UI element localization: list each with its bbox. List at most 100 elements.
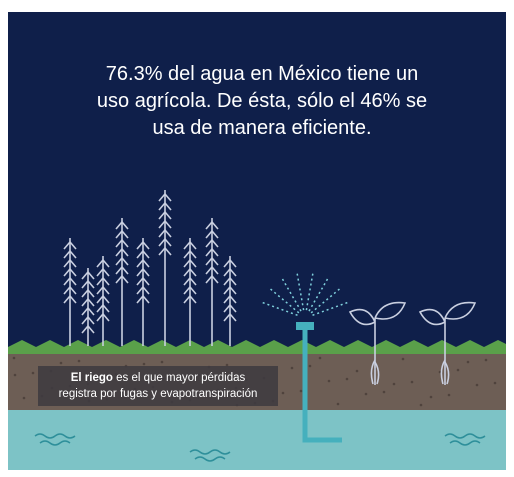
dot <box>419 403 423 407</box>
grain <box>158 246 172 256</box>
grain <box>183 285 197 295</box>
spray-line <box>267 286 300 314</box>
spray-line <box>310 286 343 314</box>
grain <box>223 276 237 286</box>
grain <box>96 285 110 295</box>
grain <box>115 274 129 284</box>
grain <box>115 247 129 257</box>
spray-line <box>259 300 298 316</box>
dot <box>225 363 229 367</box>
grain <box>136 249 150 259</box>
grain <box>205 265 219 275</box>
spray-line <box>305 270 315 311</box>
grain <box>205 247 219 257</box>
grain <box>158 210 172 220</box>
headline-line: usa de manera eficiente. <box>152 117 371 139</box>
dot <box>12 356 16 360</box>
grain <box>205 220 219 230</box>
sky <box>8 12 506 347</box>
dot <box>345 377 349 381</box>
caption-line-2: registra por fugas y evapotranspiración <box>59 388 258 400</box>
caption-box <box>38 366 278 406</box>
dot <box>364 392 368 396</box>
spray <box>259 270 351 316</box>
grain <box>136 285 150 295</box>
dot <box>382 390 386 394</box>
grain <box>183 294 197 304</box>
grain <box>205 256 219 266</box>
grain <box>115 220 129 230</box>
grain <box>81 324 95 334</box>
grain <box>115 256 129 266</box>
grain <box>158 237 172 247</box>
dot <box>355 369 359 373</box>
spray-line <box>308 276 330 312</box>
grain <box>96 303 110 313</box>
leaf <box>418 308 446 326</box>
dot <box>327 379 331 383</box>
grain <box>63 258 77 268</box>
dot <box>290 366 294 370</box>
grain <box>223 294 237 304</box>
grain <box>183 267 197 277</box>
grain <box>63 249 77 259</box>
grain <box>223 303 237 313</box>
grain <box>115 238 129 248</box>
grain <box>183 276 197 286</box>
water <box>8 410 506 470</box>
grain <box>183 240 197 250</box>
grain <box>63 267 77 277</box>
dot <box>299 389 303 393</box>
grain <box>205 274 219 284</box>
leaf <box>444 301 477 320</box>
grain <box>223 258 237 268</box>
plants <box>348 301 477 385</box>
grain <box>96 267 110 277</box>
caption-line-1: El riego es el que mayor pérdidas <box>71 372 246 384</box>
caption-bold: El riego <box>71 372 113 384</box>
dot <box>22 396 26 400</box>
grain <box>136 258 150 268</box>
grain <box>136 294 150 304</box>
root <box>370 359 380 385</box>
dot <box>493 381 497 385</box>
dot <box>475 383 479 387</box>
spray-line <box>280 276 302 312</box>
dot <box>77 359 81 363</box>
grain <box>158 219 172 229</box>
grain <box>81 315 95 325</box>
grain <box>183 249 197 259</box>
dot <box>484 358 488 362</box>
grain <box>205 229 219 239</box>
grain <box>81 279 95 289</box>
dot <box>31 371 35 375</box>
dot <box>160 360 164 364</box>
grain <box>136 240 150 250</box>
grain <box>96 312 110 322</box>
dot <box>410 380 414 384</box>
dot <box>392 382 396 386</box>
grain <box>115 229 129 239</box>
headline-line: 76.3% del agua en México tiene un <box>106 63 418 85</box>
dot <box>447 393 451 397</box>
grain <box>115 265 129 275</box>
grain <box>63 276 77 286</box>
headline-line: uso agrícola. De ésta, sólo el 46% se <box>97 90 427 112</box>
dot <box>281 391 285 395</box>
grain <box>183 258 197 268</box>
grain <box>223 312 237 322</box>
grain <box>205 238 219 248</box>
grain <box>63 294 77 304</box>
wheat <box>63 190 237 346</box>
grain <box>63 285 77 295</box>
grain <box>223 285 237 295</box>
grain <box>81 270 95 280</box>
dot <box>336 402 340 406</box>
grain <box>223 267 237 277</box>
grain <box>81 297 95 307</box>
spray-line <box>295 270 305 311</box>
grain <box>96 276 110 286</box>
sprinkler <box>296 322 342 443</box>
leaf <box>374 301 407 320</box>
